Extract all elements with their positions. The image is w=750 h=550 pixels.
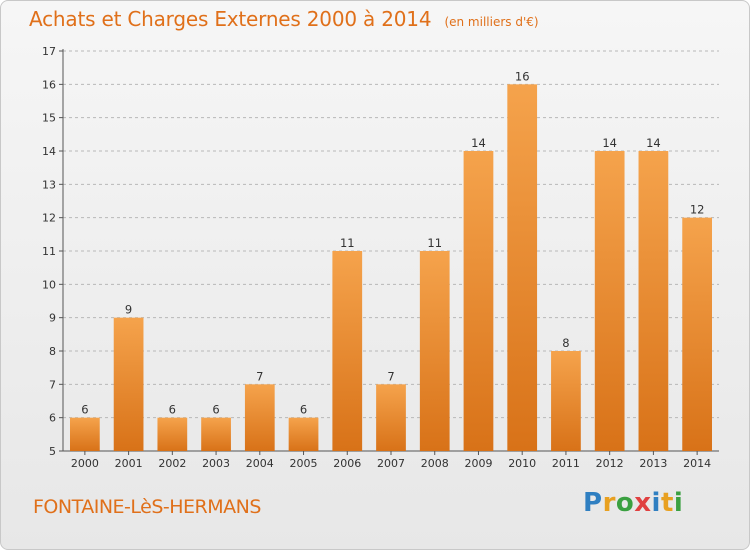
bar-2000[interactable] — [69, 417, 100, 451]
y-tick-label: 11 — [42, 245, 56, 258]
y-tick-label: 16 — [42, 78, 56, 91]
bar-value-label: 8 — [562, 336, 569, 350]
y-tick-label: 12 — [42, 212, 56, 225]
proxiti-logo[interactable]: Proxiti — [583, 488, 683, 518]
title-row: Achats et Charges Externes 2000 à 2014 (… — [29, 7, 539, 31]
chart-subtitle: (en milliers d'€) — [444, 15, 539, 29]
bar-2014[interactable] — [682, 217, 713, 451]
bar-2013[interactable] — [638, 151, 669, 451]
x-tick-label: 2008 — [421, 457, 449, 470]
bar-2009[interactable] — [463, 151, 494, 451]
bar-2012[interactable] — [594, 151, 625, 451]
logo-letter: P — [583, 488, 603, 518]
logo-letter: x — [634, 488, 652, 518]
chart-title: Achats et Charges Externes 2000 à 2014 — [29, 7, 432, 31]
y-tick-label: 17 — [42, 45, 56, 58]
y-tick-label: 10 — [42, 278, 56, 291]
bar-value-label: 16 — [515, 69, 530, 83]
logo-letter: i — [673, 488, 684, 518]
x-tick-label: 2014 — [683, 457, 711, 470]
y-tick-label: 9 — [49, 312, 56, 325]
bar-value-label: 11 — [427, 236, 442, 250]
x-tick-label: 2010 — [508, 457, 536, 470]
x-tick-label: 2000 — [71, 457, 99, 470]
bar-2003[interactable] — [201, 417, 231, 451]
bar-value-label: 12 — [690, 203, 705, 217]
bar-value-label: 14 — [471, 136, 486, 150]
y-tick-label: 6 — [49, 412, 56, 425]
bar-2010[interactable] — [507, 84, 538, 451]
y-tick-label: 5 — [49, 445, 56, 458]
bar-value-label: 7 — [387, 369, 394, 383]
logo-letter: o — [615, 488, 635, 518]
logo-letter: i — [651, 488, 661, 518]
logo-letter: t — [660, 488, 674, 518]
y-tick-label: 8 — [49, 345, 56, 358]
y-tick-label: 14 — [42, 145, 56, 158]
x-tick-label: 2005 — [290, 457, 318, 470]
bar-value-label: 6 — [169, 403, 176, 417]
bar-value-label: 11 — [340, 236, 355, 250]
commune-name: FONTAINE-LèS-HERMANS — [33, 496, 261, 518]
y-tick-label: 15 — [42, 112, 56, 125]
bar-2007[interactable] — [376, 384, 406, 451]
bar-2008[interactable] — [419, 251, 450, 451]
x-tick-label: 2006 — [333, 457, 361, 470]
y-tick-label: 13 — [42, 178, 56, 191]
bar-2006[interactable] — [332, 251, 363, 451]
x-tick-label: 2011 — [552, 457, 580, 470]
bar-value-label: 9 — [125, 303, 132, 317]
bar-value-label: 14 — [602, 136, 617, 150]
x-tick-label: 2009 — [464, 457, 492, 470]
bar-value-label: 6 — [212, 403, 219, 417]
bar-value-label: 14 — [646, 136, 661, 150]
bar-value-label: 7 — [256, 369, 263, 383]
bar-value-label: 6 — [300, 403, 307, 417]
bar-2002[interactable] — [157, 417, 188, 451]
logo-letter: r — [602, 488, 616, 518]
x-tick-label: 2007 — [377, 457, 405, 470]
bar-value-label: 6 — [81, 403, 88, 417]
x-tick-label: 2012 — [596, 457, 624, 470]
bar-2011[interactable] — [551, 351, 581, 451]
labels: 5 6 7 8 9 10 11 12 13 14 15 16 17 6 2000 9 2001 6 2002 6 200… — [42, 45, 711, 470]
y-tick-label: 7 — [49, 378, 56, 391]
bar-2001[interactable] — [113, 317, 144, 451]
x-tick-label: 2013 — [639, 457, 667, 470]
bars — [69, 84, 713, 451]
x-tick-label: 2002 — [158, 457, 186, 470]
x-tick-label: 2001 — [115, 457, 143, 470]
x-tick-label: 2003 — [202, 457, 230, 470]
x-tick-label: 2004 — [246, 457, 274, 470]
bar-2005[interactable] — [288, 417, 319, 451]
bar-2004[interactable] — [244, 384, 275, 451]
